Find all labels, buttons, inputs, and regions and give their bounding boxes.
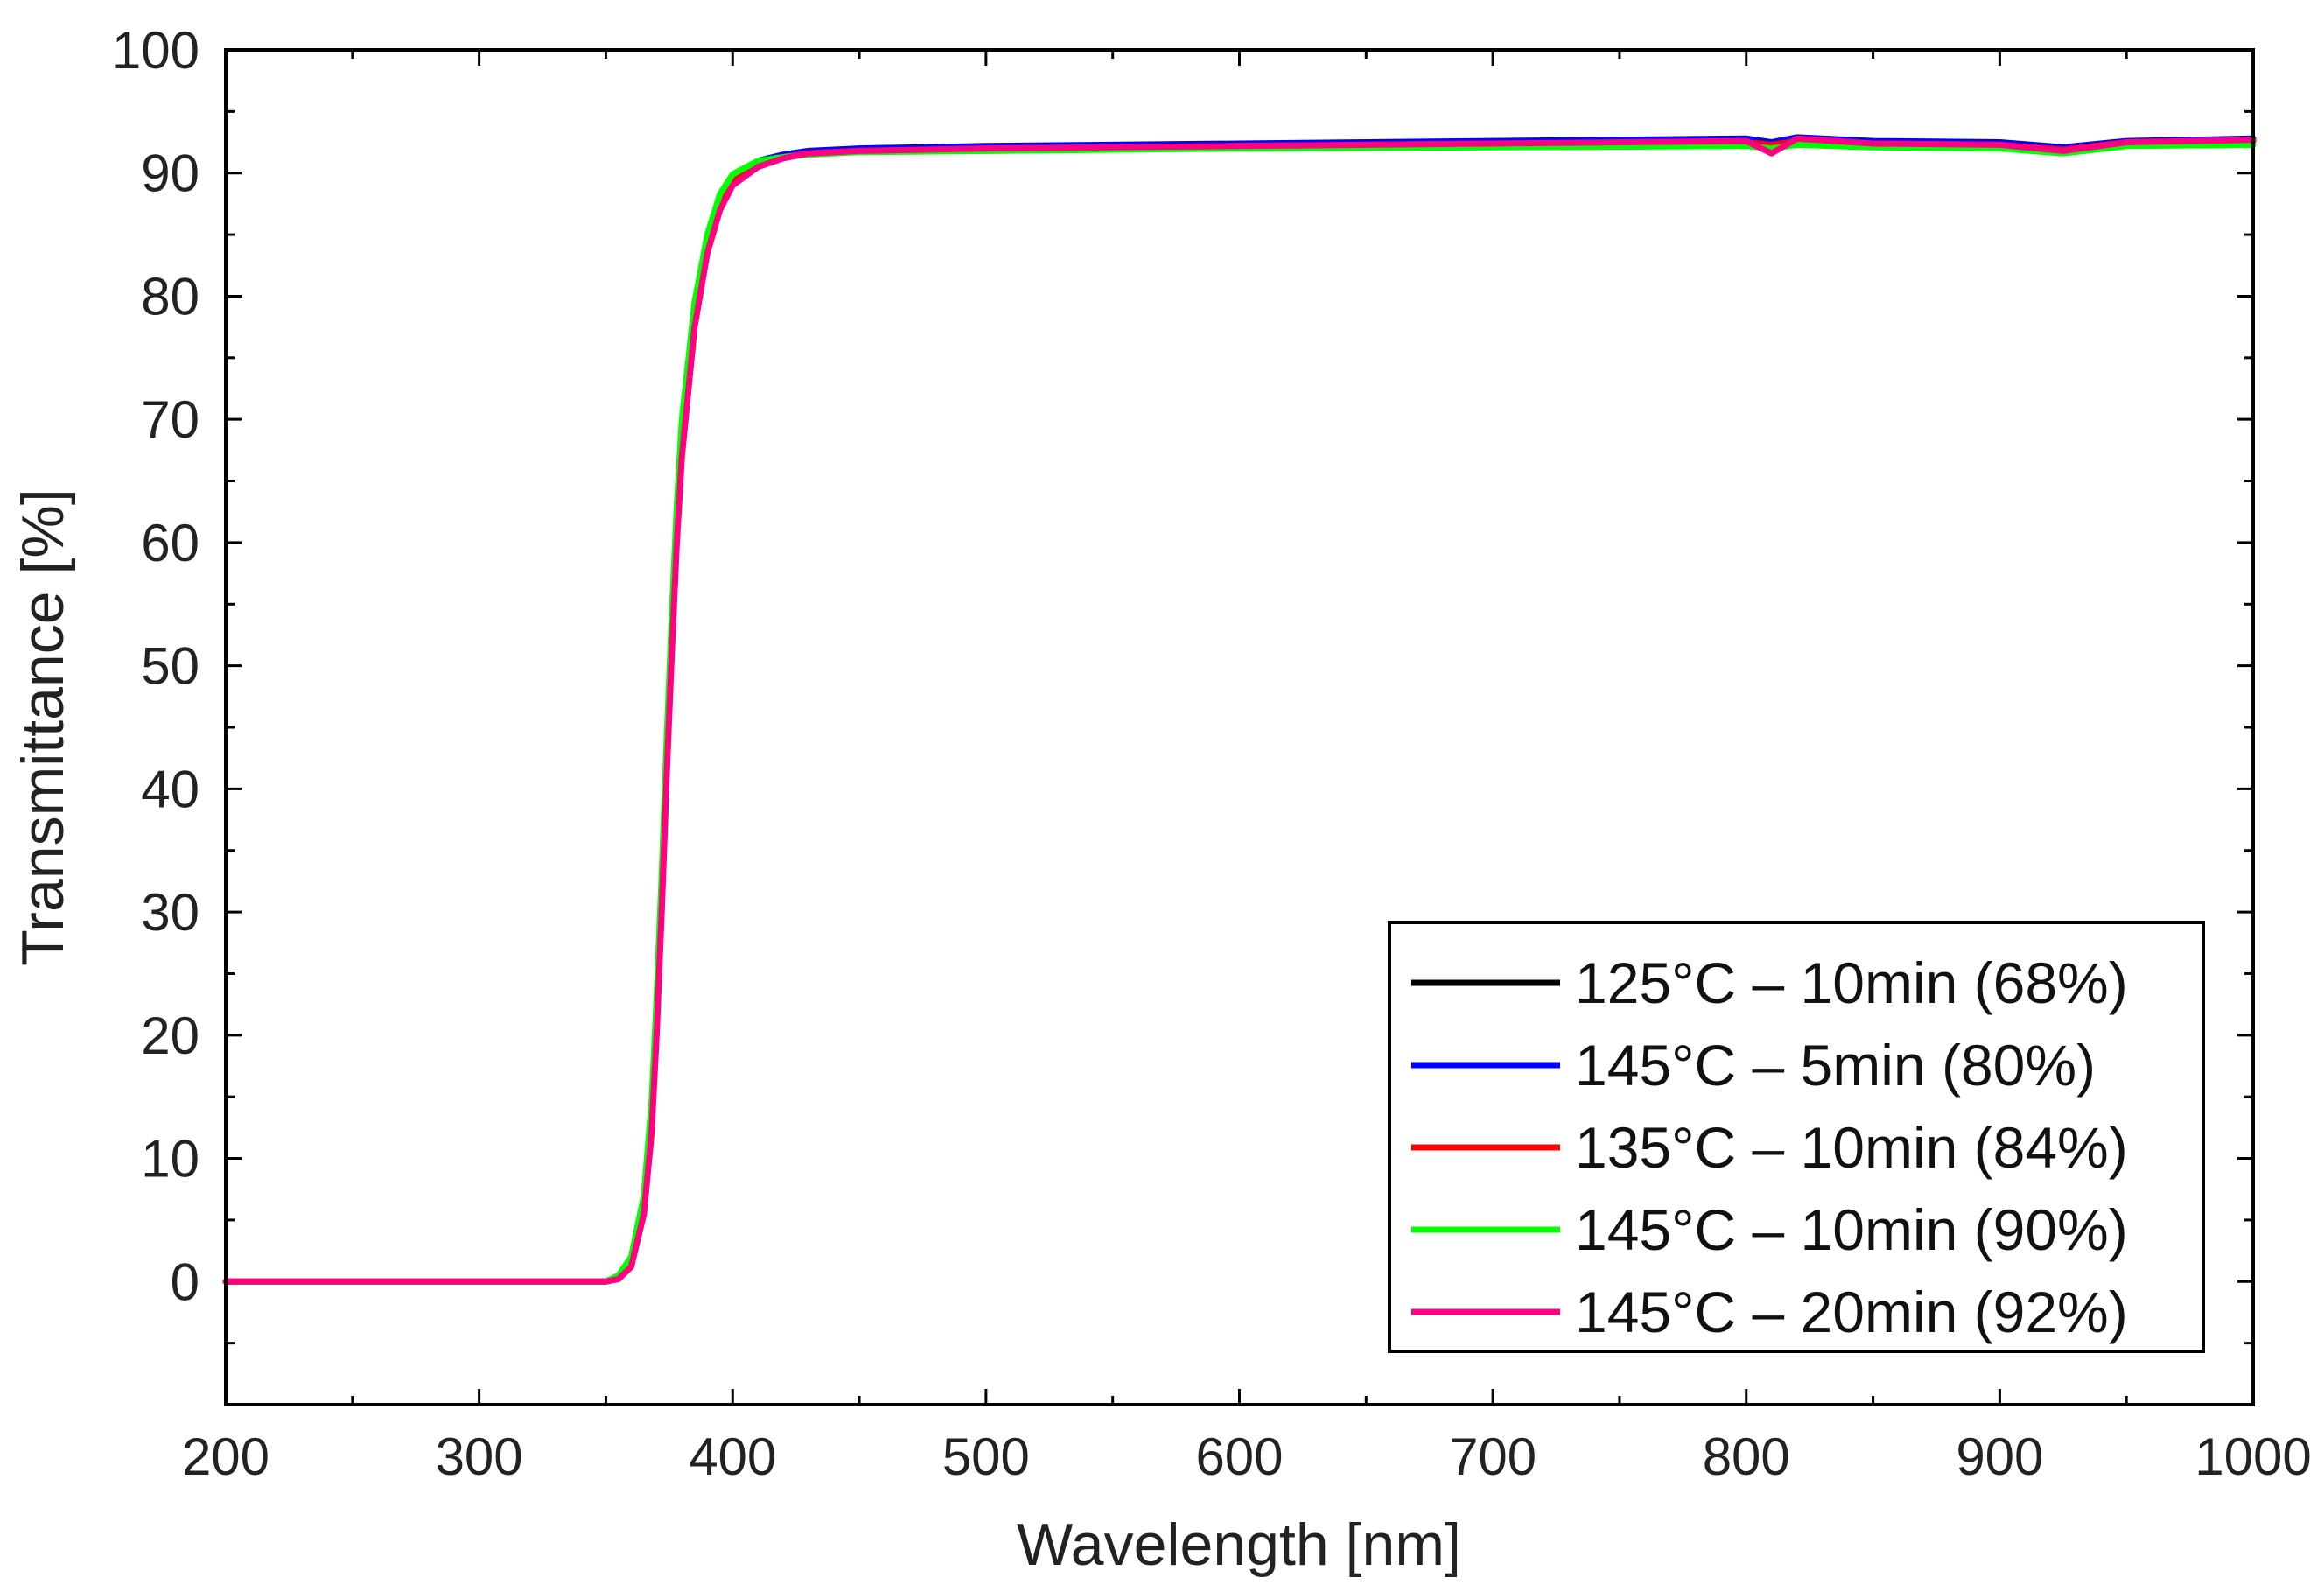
legend-label-5: 145°C – 20min (92%) xyxy=(1575,1280,2128,1344)
y-tick-label: 80 xyxy=(141,267,200,326)
x-tick-label: 900 xyxy=(1956,1427,2043,1486)
x-tick-label: 800 xyxy=(1703,1427,1790,1486)
data-series xyxy=(222,134,2257,1285)
y-tick-label: 60 xyxy=(141,514,200,572)
x-tick-label: 600 xyxy=(1195,1427,1283,1486)
y-tick-label: 100 xyxy=(112,21,200,80)
x-tick-label: 700 xyxy=(1449,1427,1536,1486)
x-tick-label: 400 xyxy=(689,1427,776,1486)
x-axis-title: Wavelength [nm] xyxy=(1017,1511,1461,1578)
legend-box xyxy=(1388,921,2205,1353)
plot-area-frame xyxy=(224,48,2255,1406)
legend-label-1: 125°C – 10min (68%) xyxy=(1575,950,2128,1015)
legend-label-3: 135°C – 10min (84%) xyxy=(1575,1115,2128,1180)
y-tick-label: 30 xyxy=(141,883,200,942)
legend: 125°C – 10min (68%) 145°C – 5min (80%) 135… xyxy=(1388,921,2205,1353)
x-tick-label: 300 xyxy=(436,1427,523,1486)
series-line-5 xyxy=(222,135,2257,1285)
x-tick-label: 1000 xyxy=(2194,1427,2311,1486)
axis-tick-labels: 200 300 400 500 600 700 800 900 1000 0 10 20 30 40 50 6… xyxy=(112,21,2312,1486)
y-axis-title: Transmittance [%] xyxy=(10,488,76,965)
y-tick-label: 50 xyxy=(141,637,200,696)
y-tick-label: 70 xyxy=(141,390,200,449)
x-tick-label: 200 xyxy=(182,1427,270,1486)
y-tick-label: 40 xyxy=(141,760,200,818)
legend-label-4: 145°C – 10min (90%) xyxy=(1575,1197,2128,1262)
y-tick-label: 90 xyxy=(141,144,200,203)
x-tick-label: 500 xyxy=(942,1427,1030,1486)
y-tick-label: 0 xyxy=(171,1252,200,1311)
y-tick-label: 10 xyxy=(141,1130,200,1189)
y-tick-label: 20 xyxy=(141,1006,200,1065)
legend-label-2: 145°C – 5min (80%) xyxy=(1575,1033,2096,1098)
